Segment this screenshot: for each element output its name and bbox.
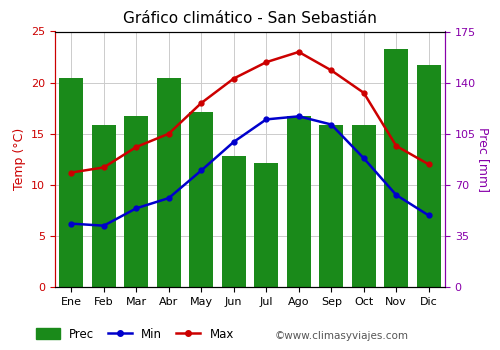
- Bar: [92, 125, 116, 287]
- Bar: [286, 116, 311, 287]
- Bar: [352, 125, 376, 287]
- Y-axis label: Temp (°C): Temp (°C): [12, 128, 26, 190]
- Bar: [189, 112, 214, 287]
- Bar: [384, 49, 408, 287]
- Legend: Prec, Min, Max: Prec, Min, Max: [36, 328, 234, 341]
- Text: ©www.climasyviajes.com: ©www.climasyviajes.com: [275, 331, 409, 341]
- Bar: [254, 163, 278, 287]
- Bar: [156, 78, 181, 287]
- Bar: [319, 125, 344, 287]
- Bar: [59, 78, 84, 287]
- Bar: [222, 156, 246, 287]
- Bar: [124, 116, 148, 287]
- Y-axis label: Prec [mm]: Prec [mm]: [476, 127, 490, 192]
- Bar: [416, 65, 441, 287]
- Title: Gráfico climático - San Sebastián: Gráfico climático - San Sebastián: [123, 11, 377, 26]
